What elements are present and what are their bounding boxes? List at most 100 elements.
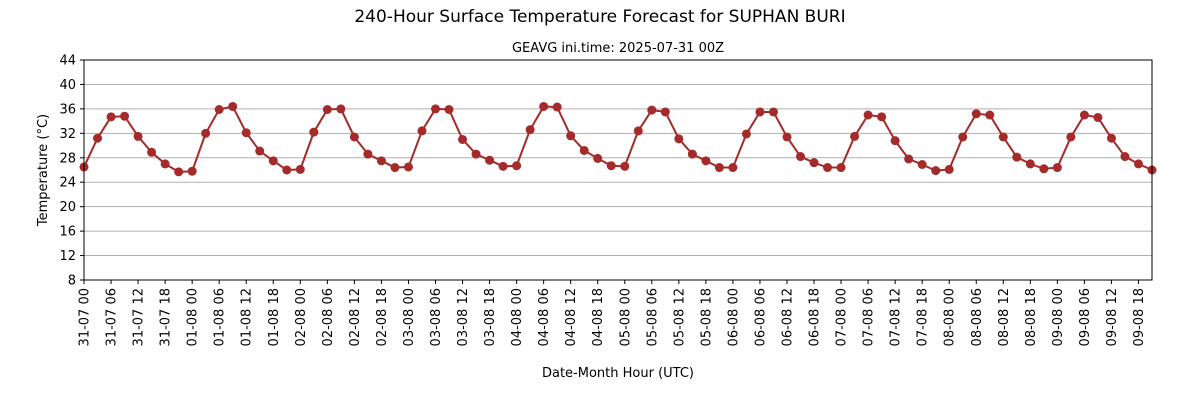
x-tick-label-21: 05-08 06 bbox=[645, 288, 660, 346]
y-tick-label-9: 44 bbox=[59, 54, 76, 69]
data-point-41 bbox=[633, 126, 643, 136]
x-tick-label-7: 01-08 18 bbox=[267, 288, 282, 346]
data-point-1 bbox=[93, 133, 103, 143]
data-point-50 bbox=[755, 107, 765, 117]
x-tick-label-38: 09-08 12 bbox=[1105, 288, 1120, 346]
x-tick-label-9: 02-08 06 bbox=[321, 288, 336, 346]
data-point-71 bbox=[1039, 164, 1049, 174]
data-point-70 bbox=[1025, 159, 1035, 169]
x-tick-label-34: 08-08 12 bbox=[997, 288, 1012, 346]
data-point-34 bbox=[539, 101, 549, 111]
data-point-27 bbox=[444, 105, 454, 114]
data-point-60 bbox=[890, 136, 900, 146]
data-point-16 bbox=[295, 164, 305, 174]
data-point-6 bbox=[160, 159, 170, 169]
x-tick-label-8: 02-08 00 bbox=[294, 288, 309, 346]
x-tick-label-11: 02-08 18 bbox=[375, 288, 390, 346]
x-tick-label-20: 05-08 00 bbox=[618, 288, 633, 346]
x-tick-label-23: 05-08 18 bbox=[699, 288, 714, 346]
data-point-15 bbox=[282, 165, 292, 175]
data-point-57 bbox=[850, 131, 860, 141]
data-point-59 bbox=[877, 112, 887, 122]
data-point-73 bbox=[1066, 132, 1076, 142]
data-point-18 bbox=[322, 105, 332, 114]
x-axis-label: Date-Month Hour (UTC) bbox=[542, 366, 694, 381]
plot-frame bbox=[83, 59, 1153, 281]
data-point-45 bbox=[687, 149, 697, 159]
data-point-38 bbox=[593, 153, 603, 163]
x-tick-label-25: 06-08 06 bbox=[753, 288, 768, 346]
data-point-62 bbox=[917, 160, 927, 169]
x-tick-label-30: 07-08 12 bbox=[889, 288, 904, 346]
data-point-74 bbox=[1079, 110, 1089, 120]
data-point-20 bbox=[349, 132, 359, 142]
y-tick-label-5: 28 bbox=[59, 151, 76, 166]
data-point-42 bbox=[647, 105, 657, 115]
y-tick-label-7: 36 bbox=[59, 102, 76, 117]
data-point-67 bbox=[985, 110, 995, 120]
data-point-29 bbox=[471, 149, 481, 159]
data-point-35 bbox=[552, 102, 562, 112]
data-point-53 bbox=[796, 152, 806, 162]
x-tick-label-37: 09-08 06 bbox=[1078, 288, 1093, 346]
data-point-13 bbox=[255, 146, 265, 156]
data-point-37 bbox=[579, 145, 589, 155]
x-tick-label-28: 07-08 00 bbox=[835, 288, 850, 346]
data-point-47 bbox=[714, 163, 724, 173]
x-tick-label-5: 01-08 06 bbox=[213, 288, 228, 346]
data-point-65 bbox=[958, 132, 968, 142]
data-point-78 bbox=[1133, 159, 1143, 169]
data-point-76 bbox=[1106, 133, 1116, 143]
data-point-14 bbox=[268, 156, 278, 166]
x-tick-label-39: 09-08 18 bbox=[1132, 288, 1147, 346]
data-point-49 bbox=[741, 129, 751, 139]
data-point-69 bbox=[1012, 152, 1022, 162]
data-point-68 bbox=[998, 132, 1008, 142]
x-tick-label-31: 07-08 18 bbox=[916, 288, 931, 346]
x-tick-label-16: 04-08 00 bbox=[510, 288, 525, 346]
y-tick-label-1: 12 bbox=[59, 249, 76, 264]
x-tick-label-13: 03-08 06 bbox=[429, 288, 444, 346]
data-point-10 bbox=[214, 105, 224, 114]
x-tick-label-29: 07-08 06 bbox=[862, 288, 877, 346]
x-axis-ticks: 31-07 00 31-07 06 31-07 12 31-07 18 01-08 00… bbox=[78, 280, 1147, 346]
data-point-36 bbox=[566, 131, 576, 141]
data-point-55 bbox=[823, 163, 833, 173]
y-axis-label: Temperature (°C) bbox=[36, 114, 51, 227]
data-point-2 bbox=[106, 112, 116, 122]
x-tick-label-15: 03-08 18 bbox=[483, 288, 498, 346]
x-tick-label-24: 06-08 00 bbox=[726, 288, 741, 346]
data-point-21 bbox=[363, 149, 373, 159]
data-point-77 bbox=[1120, 152, 1130, 162]
x-tick-label-18: 04-08 12 bbox=[564, 288, 579, 346]
y-tick-label-2: 16 bbox=[59, 225, 76, 240]
x-tick-label-1: 31-07 06 bbox=[105, 288, 120, 346]
data-point-44 bbox=[674, 134, 684, 144]
x-tick-label-22: 05-08 12 bbox=[672, 288, 687, 346]
data-point-72 bbox=[1052, 163, 1062, 173]
x-tick-label-14: 03-08 12 bbox=[456, 288, 471, 346]
data-point-24 bbox=[403, 162, 413, 172]
data-point-51 bbox=[768, 107, 778, 117]
x-tick-label-6: 01-08 12 bbox=[240, 288, 255, 346]
data-point-39 bbox=[606, 161, 616, 171]
data-point-4 bbox=[133, 131, 143, 141]
data-point-58 bbox=[863, 110, 873, 120]
x-tick-label-27: 06-08 18 bbox=[808, 288, 823, 346]
data-point-33 bbox=[525, 125, 535, 135]
data-point-9 bbox=[201, 128, 211, 138]
data-point-46 bbox=[701, 156, 711, 166]
data-point-8 bbox=[187, 166, 197, 176]
x-tick-label-17: 04-08 06 bbox=[537, 288, 552, 346]
data-point-64 bbox=[944, 164, 954, 174]
y-tick-label-4: 24 bbox=[59, 176, 76, 191]
x-tick-label-36: 09-08 00 bbox=[1051, 288, 1066, 346]
data-point-3 bbox=[120, 111, 130, 121]
x-tick-label-10: 02-08 12 bbox=[348, 288, 363, 346]
data-point-48 bbox=[728, 163, 738, 173]
data-point-56 bbox=[836, 163, 846, 173]
data-point-52 bbox=[782, 132, 792, 142]
data-point-75 bbox=[1093, 112, 1103, 122]
data-point-11 bbox=[228, 101, 238, 111]
data-point-26 bbox=[430, 104, 440, 114]
